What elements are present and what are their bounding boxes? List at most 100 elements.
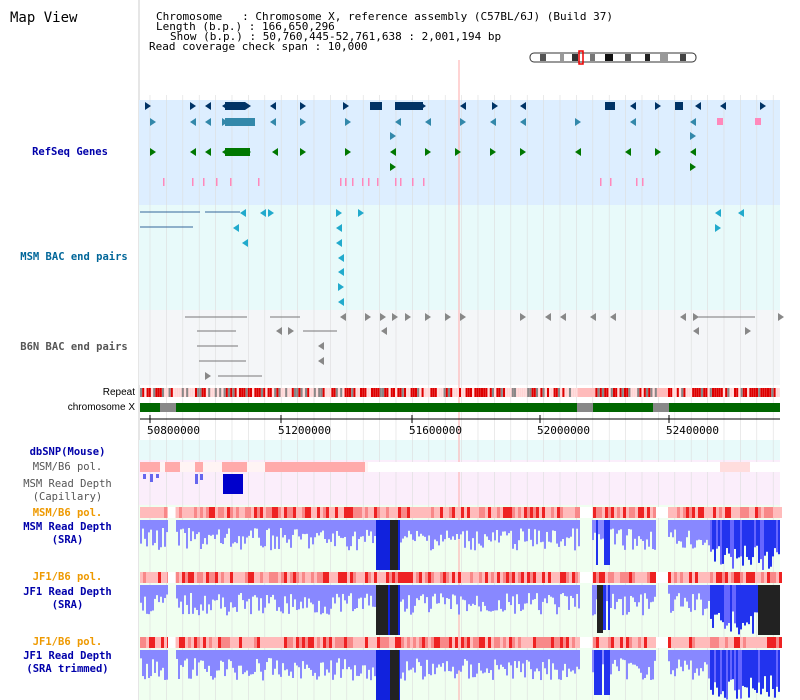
- jf1-read-depth-trimmed-label[interactable]: JF1 Read Depth (SRA trimmed): [23, 650, 112, 675]
- jf1-trim-depth-bar: [468, 650, 470, 679]
- snp-tick: [642, 178, 644, 186]
- pol-mark: [317, 572, 320, 583]
- msm-depth-bar: [308, 520, 310, 549]
- chromosome-info: Chromosome : Chromosome X, reference ass…: [156, 10, 613, 23]
- pol-mark: [632, 572, 635, 583]
- repeat-mark: [307, 388, 310, 397]
- jf1-trim-depth-bar: [528, 650, 530, 662]
- jf1-trim-depth-bar: [358, 650, 360, 677]
- pol-mark: [437, 572, 440, 583]
- jf1-depth-bar: [148, 585, 150, 615]
- pol-mark: [566, 507, 569, 518]
- jf1-depth-bar: [248, 585, 250, 599]
- jf1-trim-depth-bar: [164, 650, 166, 680]
- repeat-mark: [522, 388, 525, 397]
- repeat-mark: [274, 388, 277, 397]
- jf1-trim-depth-bar: [370, 650, 372, 681]
- msm-depth-bar: [682, 520, 684, 548]
- pol-mark: [263, 637, 266, 648]
- pol-mark: [407, 507, 410, 518]
- msm-depth-bar: [376, 520, 378, 570]
- msm-depth-bar: [760, 520, 762, 560]
- msm-depth-bar: [266, 520, 268, 531]
- pol-mark: [389, 637, 392, 648]
- msm-depth-bar: [336, 520, 338, 531]
- msm-b6-pol-sra-label[interactable]: MSM/B6 pol.: [32, 507, 103, 519]
- jf1-trim-depth-bar: [650, 650, 652, 680]
- pol-mark: [638, 572, 641, 583]
- gene-arrow: [655, 102, 661, 110]
- jf1-depth-bar: [142, 585, 144, 611]
- msm-read-depth-sra-label[interactable]: MSM Read Depth (SRA): [23, 521, 112, 546]
- repeat-mark: [419, 388, 422, 397]
- msm-depth-bar: [478, 520, 480, 544]
- pol-mark: [143, 637, 146, 648]
- jf1-trim-depth-bar: [730, 650, 732, 680]
- pol-mark: [494, 507, 497, 518]
- jf1-trim-depth-bar: [618, 650, 620, 672]
- jf1-depth-bar: [688, 585, 690, 609]
- pol-mark: [203, 572, 206, 583]
- repeat-mark: [439, 388, 442, 397]
- dbsnp-label[interactable]: dbSNP(Mouse): [29, 446, 106, 458]
- ideogram-band: [590, 54, 595, 61]
- repeat-mark: [404, 388, 406, 397]
- jf1-trim-depth-bar: [442, 650, 444, 664]
- jf1-depth-bar: [278, 585, 280, 608]
- repeat-mark: [219, 388, 222, 397]
- repeat-mark: [280, 388, 283, 397]
- msm-b6-pol-capillary-label[interactable]: MSM/B6 pol.: [32, 461, 103, 473]
- pol-mark: [344, 572, 347, 583]
- jf1-depth-bar: [628, 585, 630, 613]
- jf1-trim-depth-bar: [334, 650, 336, 675]
- jf1-b6-pol-trimmed-label[interactable]: JF1/B6 pol.: [32, 636, 103, 648]
- jf1-trim-depth-bar: [408, 650, 410, 671]
- jf1-b6-pol-sra-label[interactable]: JF1/B6 pol.: [32, 571, 103, 583]
- b6n-bac-label[interactable]: B6N BAC end pairs: [20, 341, 128, 353]
- pol-mark: [392, 507, 395, 518]
- pol-mark: [374, 507, 377, 518]
- jf1-depth-bar: [454, 585, 456, 596]
- pol-mark: [197, 637, 200, 648]
- msm-depth-bar: [680, 520, 682, 542]
- msm-depth-bar: [150, 520, 152, 530]
- repeat-mark: [173, 388, 175, 397]
- msm-depth-bar: [414, 520, 416, 542]
- pol-mark: [776, 637, 779, 648]
- msm-depth-bar: [720, 520, 722, 565]
- repeat-mark: [415, 388, 417, 397]
- jf1-trim-depth-bar: [424, 650, 426, 677]
- jf1-depth-bar: [752, 585, 754, 634]
- repeat-mark: [687, 388, 690, 397]
- jf1-read-depth-sra-label[interactable]: JF1 Read Depth (SRA): [23, 586, 112, 611]
- pol-mark: [320, 572, 323, 583]
- jf1-depth-bar: [296, 585, 298, 611]
- pol-mark: [539, 572, 542, 583]
- pol-mark: [386, 572, 389, 583]
- refseq-genes-label[interactable]: RefSeq Genes: [32, 146, 108, 158]
- repeat-mark: [474, 388, 477, 397]
- pol-mark: [461, 507, 464, 518]
- repeat-mark: [745, 388, 747, 397]
- pol-mark: [779, 507, 782, 518]
- pol-mark: [731, 572, 734, 583]
- pol-mark: [443, 507, 446, 518]
- msm-depth-bar: [548, 520, 550, 542]
- pol-mark: [293, 572, 296, 583]
- jf1-depth-bar: [336, 585, 338, 594]
- jf1-trim-depth-bar: [296, 650, 298, 666]
- msm-depth-bar: [486, 520, 488, 537]
- jf1-trim-depth-bar: [220, 650, 222, 661]
- jf1-trim-depth-bar: [470, 650, 472, 665]
- pol-mark: [518, 637, 521, 648]
- pol-mark: [674, 572, 677, 583]
- pol-mark: [638, 507, 641, 518]
- msm-read-depth-capillary-label[interactable]: MSM Read Depth (Capillary): [23, 478, 112, 503]
- pol-mark: [290, 637, 293, 648]
- msm-depth-bar: [634, 520, 636, 539]
- msm-depth-bar: [208, 520, 210, 535]
- snp-tick: [352, 178, 354, 186]
- msm-bac-label[interactable]: MSM BAC end pairs: [20, 251, 128, 263]
- pol-mark: [737, 637, 740, 648]
